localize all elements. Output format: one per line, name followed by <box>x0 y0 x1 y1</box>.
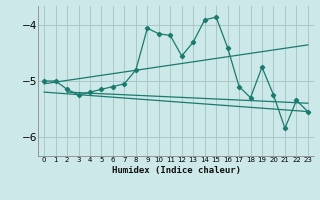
X-axis label: Humidex (Indice chaleur): Humidex (Indice chaleur) <box>111 166 241 175</box>
